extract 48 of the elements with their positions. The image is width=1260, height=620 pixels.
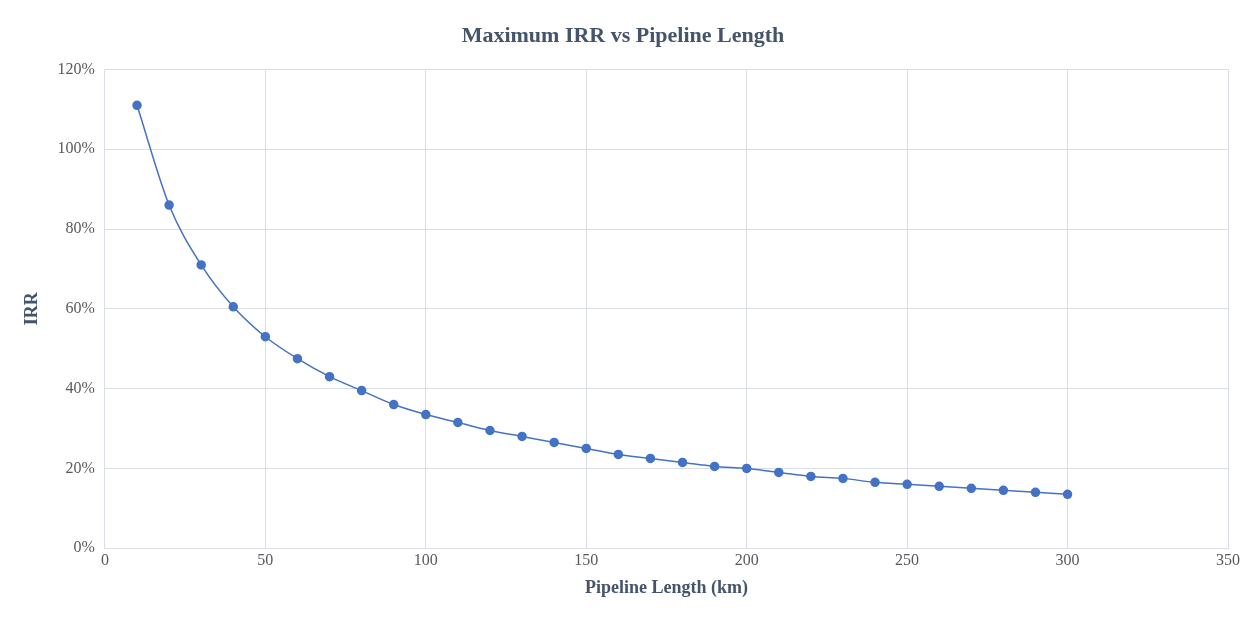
x-tick-label: 100 [413, 551, 438, 568]
x-tick-label: 50 [257, 551, 274, 568]
point [741, 463, 752, 474]
x-tick-label: 200 [734, 551, 759, 568]
point [709, 461, 720, 472]
y-tick-label: 0% [73, 538, 95, 556]
point [453, 417, 463, 428]
point [549, 437, 559, 448]
point [613, 449, 624, 460]
y-tick-label: 20% [65, 458, 95, 476]
point [902, 479, 912, 490]
x-tick-label: 150 [574, 551, 599, 568]
point [292, 353, 303, 364]
point [388, 399, 399, 410]
point [677, 457, 688, 468]
point [998, 485, 1009, 496]
point [774, 467, 784, 478]
y-tick-label: 80% [65, 219, 95, 237]
point [966, 483, 977, 494]
point [581, 443, 591, 454]
x-tick-label: 250 [895, 551, 920, 568]
y-axis-title: IRR [21, 291, 42, 326]
point [838, 473, 848, 484]
x-tick-label: 0 [100, 551, 109, 568]
point [517, 431, 527, 442]
point [356, 385, 367, 396]
point [1062, 489, 1073, 500]
point [196, 260, 206, 270]
point [132, 100, 142, 111]
point [870, 477, 880, 488]
x-tick-label: 300 [1055, 551, 1080, 568]
y-tick-label: 100% [57, 139, 95, 157]
point [934, 481, 944, 492]
point [645, 453, 656, 464]
x-tick-label: 350 [1216, 551, 1240, 568]
point [1030, 487, 1041, 498]
point [324, 371, 335, 382]
point [228, 302, 239, 312]
y-tick-label: 60% [65, 299, 95, 316]
x-axis-title: Pipeline Length (km) [584, 576, 748, 598]
point [806, 471, 816, 482]
y-tick-label: 40% [65, 378, 95, 396]
point [164, 200, 174, 210]
point [421, 409, 431, 420]
point [260, 331, 271, 342]
y-tick-label: 120% [57, 59, 95, 77]
chart-title: Maximum IRR vs Pipeline Length [461, 21, 785, 47]
point [485, 425, 495, 436]
